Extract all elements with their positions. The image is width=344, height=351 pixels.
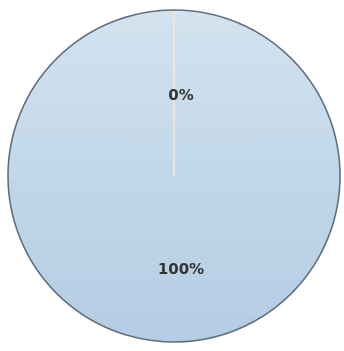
- data-label-100-percent: 100%: [158, 260, 204, 278]
- data-label-0-percent: 0%: [168, 86, 193, 104]
